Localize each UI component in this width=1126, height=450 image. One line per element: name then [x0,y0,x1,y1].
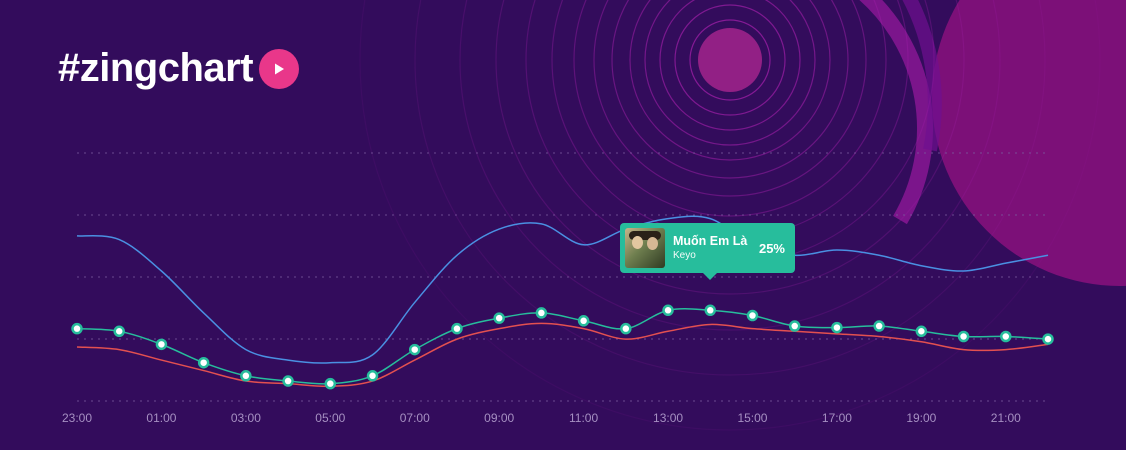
play-icon [275,63,285,75]
ring-decoration [611,0,849,179]
x-tick-label: 15:00 [737,411,768,425]
x-tick-label: 09:00 [484,411,515,425]
chart-tooltip[interactable]: Muốn Em Là Keyo 25% [620,223,795,280]
x-tick-label: 21:00 [990,411,1021,425]
x-tick-label: 23:00 [61,411,93,425]
pink-disc-decoration [932,0,1126,286]
series-line-3[interactable] [76,322,1049,388]
data-point[interactable] [788,320,801,332]
x-tick-label: 03:00 [230,411,261,425]
data-point[interactable] [535,307,548,319]
data-point[interactable] [915,325,928,338]
data-point[interactable] [451,322,463,335]
data-point[interactable] [1000,330,1012,343]
ring-decoration [593,0,867,197]
data-point[interactable] [704,304,717,317]
x-tick-label: 19:00 [906,411,937,425]
data-point[interactable] [577,315,590,327]
data-point[interactable] [957,330,970,343]
data-point[interactable] [113,325,125,338]
ring-decoration [689,19,771,101]
data-point[interactable] [366,370,379,382]
ring-decoration [459,0,1001,331]
data-point[interactable] [240,370,252,382]
data-point[interactable] [282,375,294,387]
series-line-1[interactable] [76,215,1049,364]
data-point[interactable] [746,309,759,322]
x-tick-label: 01:00 [146,411,177,425]
series-line-2[interactable] [76,307,1049,385]
data-point[interactable] [620,322,632,335]
play-button[interactable] [259,49,300,89]
data-point[interactable] [324,377,337,390]
ring-decoration [659,0,801,131]
x-tick-label: 11:00 [569,411,599,425]
data-point[interactable] [71,322,83,335]
ring-decoration [414,0,1046,376]
header: #zingchart [58,42,300,94]
data-point[interactable] [662,304,674,317]
data-point[interactable] [408,343,421,356]
ring-decoration [644,0,816,146]
data-point[interactable] [197,356,210,369]
data-point[interactable] [493,312,505,324]
x-tick-label: 17:00 [821,411,852,425]
chart-series [76,215,1049,388]
ring-decoration [573,0,887,217]
data-point[interactable] [155,338,168,351]
page-title: #zingchart [58,46,254,90]
data-point[interactable] [873,320,885,332]
tooltip-song-title: Muốn Em Là [673,234,748,248]
album-cover-image [625,228,665,268]
data-point[interactable] [1042,333,1054,345]
ring-decoration [674,4,786,116]
tooltip-artist: Keyo [673,250,696,261]
ring-decoration [629,0,831,161]
data-point[interactable] [831,321,843,334]
ring-decoration [359,0,1101,431]
arc-decoration [859,0,933,225]
chart-markers [71,304,1054,390]
x-tick-label: 05:00 [315,411,346,425]
ring-center-decoration [698,28,762,92]
grid-lines [77,152,1048,402]
x-tick-label: 07:00 [399,411,430,425]
tooltip-percent: 25% [758,240,785,256]
x-tick-label: 13:00 [653,411,684,425]
arc-decoration [902,0,942,152]
ring-decoration [495,0,965,295]
ring-decoration [359,0,1101,431]
